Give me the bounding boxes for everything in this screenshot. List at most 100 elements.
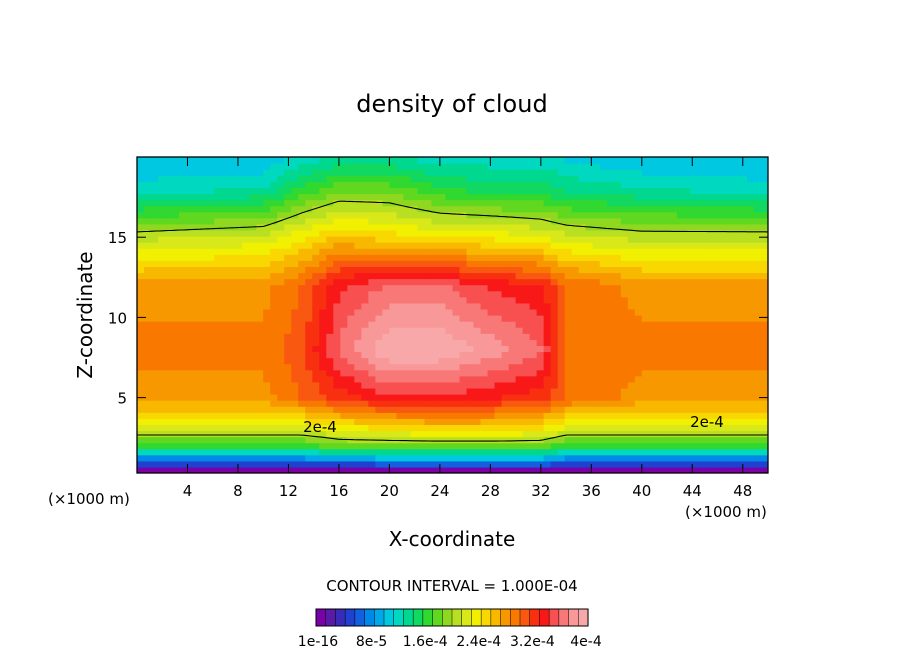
density-cell — [578, 163, 587, 170]
density-cell — [270, 381, 278, 389]
density-cell — [221, 199, 229, 207]
density-cell — [431, 223, 440, 231]
density-cell — [557, 229, 566, 237]
density-cell — [186, 242, 194, 249]
density-cell — [634, 205, 643, 213]
density-cell — [284, 394, 292, 401]
density-cell — [256, 430, 264, 438]
density-cell — [256, 460, 264, 468]
density-cell — [207, 157, 215, 164]
density-cell — [529, 369, 538, 377]
density-cell — [431, 242, 440, 249]
density-cell — [473, 260, 482, 267]
density-cell — [487, 327, 496, 334]
density-cell — [606, 205, 615, 213]
density-cell — [193, 381, 201, 389]
density-cell — [564, 369, 573, 377]
density-cell — [620, 284, 629, 292]
density-cell — [151, 327, 159, 334]
density-cell — [760, 302, 768, 310]
density-cell — [298, 308, 306, 316]
density-cell — [697, 436, 706, 444]
density-cell — [396, 442, 405, 450]
density-cell — [557, 163, 566, 170]
density-cell — [529, 406, 538, 413]
density-cell — [221, 448, 229, 456]
density-cell — [459, 242, 468, 249]
density-cell — [550, 406, 559, 413]
density-cell — [683, 223, 692, 231]
density-cell — [298, 375, 306, 383]
density-cell — [557, 363, 566, 371]
density-cell — [172, 357, 180, 365]
density-cell — [186, 394, 194, 401]
density-cell — [340, 345, 348, 353]
density-cell — [221, 254, 229, 261]
density-cell — [676, 199, 685, 207]
density-cell — [599, 351, 608, 359]
density-cell — [459, 223, 468, 231]
density-cell — [459, 369, 468, 377]
density-cell — [578, 436, 587, 444]
density-cell — [284, 339, 292, 346]
density-cell — [452, 187, 461, 195]
density-cell — [284, 260, 292, 267]
density-cell — [704, 381, 713, 389]
density-cell — [298, 345, 306, 353]
density-cell — [641, 460, 650, 468]
density-cell — [662, 193, 671, 201]
density-cell — [172, 187, 180, 195]
density-cell — [361, 163, 369, 170]
density-cell — [613, 181, 622, 188]
density-cell — [214, 466, 222, 473]
density-cell — [137, 406, 145, 413]
density-cell — [466, 181, 475, 188]
density-cell — [536, 296, 545, 304]
density-cell — [718, 339, 727, 346]
density-cell — [718, 266, 727, 274]
density-cell — [389, 442, 398, 450]
density-cell — [697, 290, 706, 298]
density-cell — [158, 175, 166, 182]
density-cell — [396, 260, 405, 267]
density-cell — [375, 284, 383, 292]
density-cell — [515, 205, 524, 213]
density-cell — [333, 199, 341, 207]
density-cell — [389, 302, 398, 310]
density-cell — [165, 284, 173, 292]
density-cell — [207, 412, 215, 419]
density-cell — [606, 272, 615, 280]
density-cell — [634, 321, 643, 328]
density-cell — [613, 157, 622, 164]
density-cell — [193, 406, 201, 413]
density-cell — [249, 157, 257, 164]
density-cell — [487, 412, 496, 419]
density-cell — [403, 211, 412, 219]
density-cell — [403, 400, 412, 407]
density-cell — [144, 357, 152, 365]
density-cell — [347, 229, 355, 237]
density-cell — [424, 169, 433, 176]
density-cell — [669, 254, 678, 261]
density-cell — [151, 193, 159, 201]
density-cell — [669, 454, 678, 462]
density-cell — [193, 157, 201, 164]
density-cell — [417, 254, 426, 261]
density-cell — [494, 296, 503, 304]
density-cell — [389, 193, 398, 201]
density-cell — [263, 181, 271, 188]
density-cell — [305, 387, 313, 395]
density-cell — [368, 442, 376, 450]
density-cell — [389, 369, 398, 377]
density-cell — [564, 430, 573, 438]
density-cell — [193, 211, 201, 219]
density-cell — [718, 254, 727, 261]
density-cell — [326, 333, 334, 340]
density-cell — [165, 327, 173, 334]
density-cell — [193, 448, 201, 456]
density-cell — [424, 327, 433, 334]
density-cell — [550, 394, 559, 401]
density-cell — [361, 278, 369, 286]
density-cell — [431, 400, 440, 407]
density-cell — [186, 157, 194, 164]
